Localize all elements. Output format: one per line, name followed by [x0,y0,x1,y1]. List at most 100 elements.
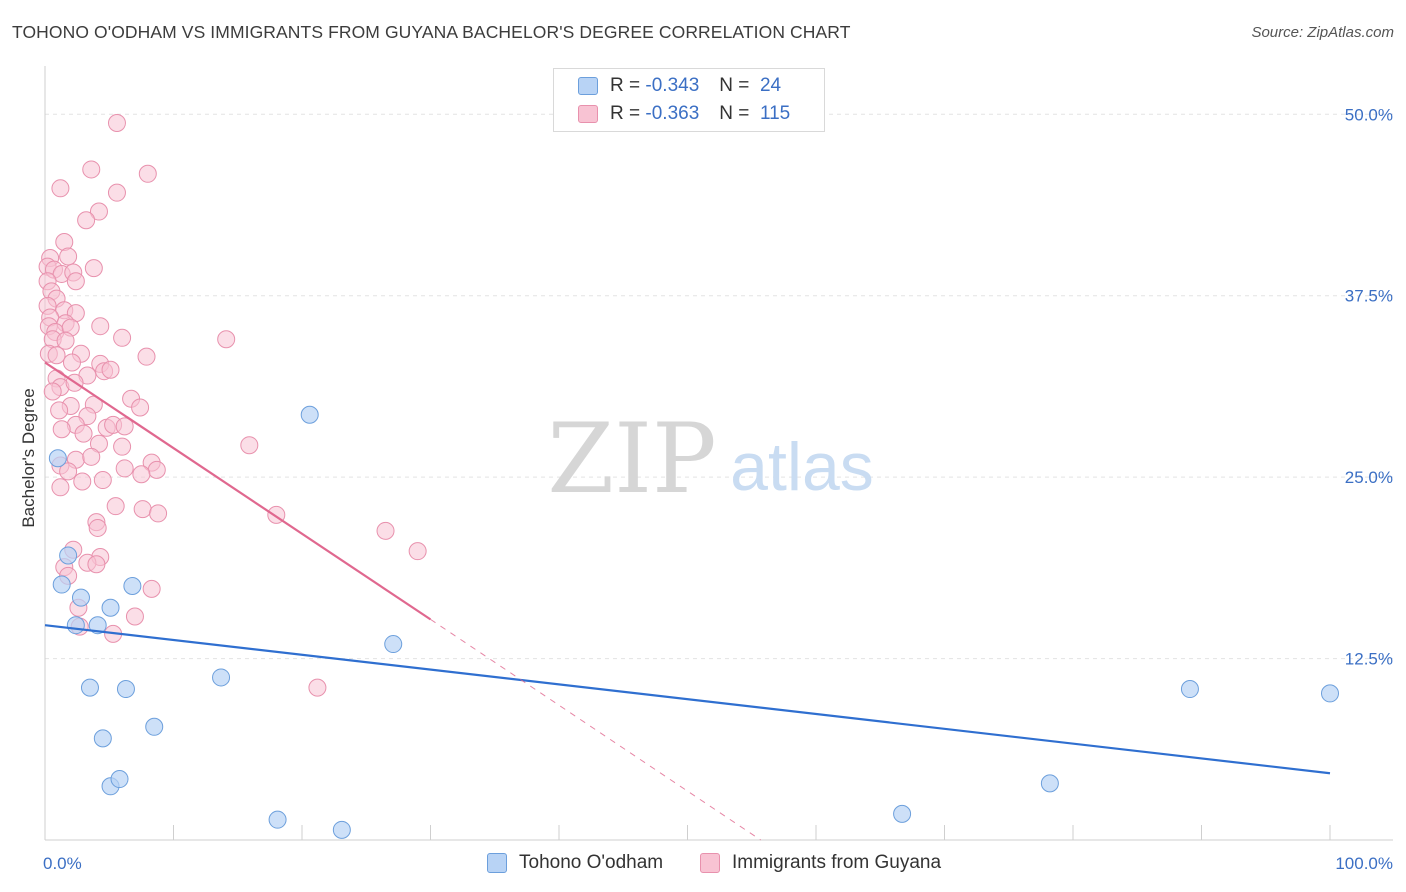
data-point-guyana [91,317,110,336]
legend-r-value: -0.363 [645,103,700,124]
data-point-guyana [142,579,161,598]
data-point-guyana [107,113,126,132]
data-point-tohono [384,635,403,654]
legend-n-label: N = [719,103,750,124]
data-point-guyana [308,678,327,697]
data-point-tohono [52,575,71,594]
data-point-guyana [89,202,108,221]
data-point-guyana [52,420,71,439]
data-point-tohono [80,678,99,697]
y-tick-label: 25.0% [1345,468,1393,487]
data-point-guyana [56,331,75,350]
data-point-guyana [115,417,134,436]
legend-item-tohono: Tohono O'odham [487,852,663,874]
data-point-guyana [217,330,236,349]
watermark: ZIP atlas [547,403,873,515]
grid-lines [45,113,1393,660]
data-point-guyana [51,179,70,198]
data-point-guyana [82,447,101,466]
data-point-guyana [88,518,107,537]
watermark-zip: ZIP [547,403,716,515]
data-point-guyana [132,465,151,484]
legend-item-label: Immigrants from Guyana [732,852,942,873]
data-point-guyana [77,211,96,230]
data-point-tohono [1180,680,1199,699]
data-point-tohono [48,449,67,468]
tick-labels: 12.5% 25.0% 37.5% 50.0% 0.0% 100.0% [43,105,1393,873]
data-point-guyana [93,471,112,490]
legend-r-value: -0.343 [645,75,700,96]
y-tick-label: 50.0% [1345,105,1393,124]
data-point-guyana [115,459,134,478]
data-point-tohono [300,405,319,424]
data-point-guyana [131,398,150,417]
data-point-guyana [73,472,92,491]
trend-line-guyana [44,361,432,621]
data-point-guyana [66,272,85,291]
source-label: Source: ZipAtlas.com [1251,24,1394,41]
data-point-tohono [332,820,351,839]
data-point-guyana [137,347,156,366]
data-point-guyana [43,382,62,401]
data-point-guyana [51,478,70,497]
data-point-tohono [88,616,107,635]
y-axis-label: Bachelor's Degree [19,388,38,527]
data-point-tohono [110,770,129,789]
series-tohono-points [48,405,1339,839]
data-point-tohono [66,616,85,635]
legend-swatch-blue [487,853,507,873]
data-point-guyana [113,328,132,347]
correlation-legend: R = -0.343 N = 24 R = -0.363 N = 115 [553,68,825,132]
x-tick-label: 100.0% [1335,854,1393,873]
y-tick-label: 37.5% [1345,287,1393,306]
data-point-guyana [59,247,78,266]
legend-r-label: R = [610,75,641,96]
data-point-guyana [101,360,120,379]
legend-swatch-pink [578,105,598,123]
data-point-guyana [107,183,126,202]
data-point-guyana [149,504,168,523]
axes [44,66,1393,841]
legend-item-label: Tohono O'odham [519,852,664,873]
data-point-guyana [87,555,106,574]
data-point-tohono [123,577,142,595]
data-point-guyana [84,259,103,278]
data-point-guyana [62,353,81,372]
data-point-tohono [116,680,135,699]
data-point-tohono [145,717,164,736]
data-point-guyana [408,542,427,561]
data-point-tohono [1321,684,1339,703]
data-point-guyana [50,401,69,420]
legend-r-label: R = [610,103,641,124]
data-point-tohono [93,729,112,748]
data-point-guyana [74,424,93,443]
data-point-guyana [113,437,132,456]
data-point-guyana [240,436,259,455]
data-point-tohono [71,588,90,607]
trend-line-guyana-extension [430,618,762,841]
data-point-tohono [212,668,231,687]
data-point-tohono [101,598,120,617]
data-point-tohono [1040,774,1059,793]
data-point-guyana [133,500,152,519]
legend-n-value: 115 [759,103,791,124]
data-point-tohono [268,810,287,829]
data-point-guyana [106,497,125,516]
legend-swatch-blue [578,77,598,95]
chart-title: TOHONO O'ODHAM VS IMMIGRANTS FROM GUYANA… [12,22,851,42]
data-point-tohono [893,804,912,823]
data-point-guyana [59,462,78,481]
trend-lines [44,361,1331,841]
x-tick-label: 0.0% [43,854,82,873]
trend-line-tohono [44,624,1331,775]
data-point-guyana [125,607,144,626]
legend-swatch-pink [700,853,720,873]
series-guyana-points [38,113,427,697]
data-point-guyana [138,164,157,183]
legend-row-guyana: R = -0.363 N = 115 [578,103,790,125]
legend-n-value: 24 [759,75,782,96]
data-point-guyana [147,460,166,479]
watermark-atlas: atlas [730,429,874,505]
data-point-guyana [47,346,66,365]
